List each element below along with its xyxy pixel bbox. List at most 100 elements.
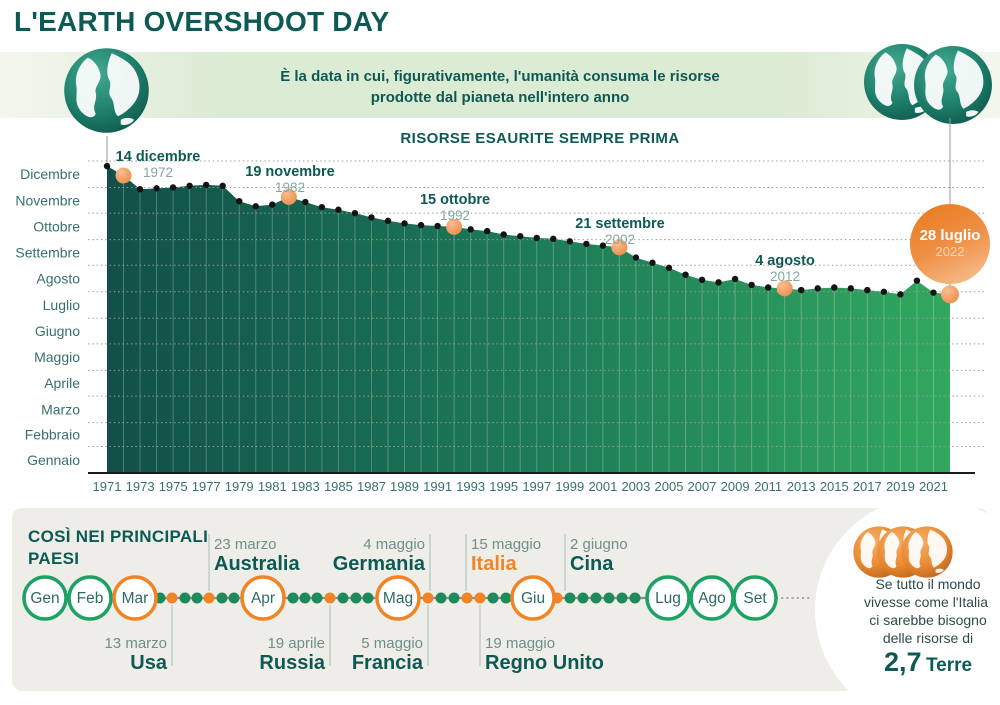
data-point-1997 xyxy=(533,234,540,242)
data-point-2000 xyxy=(583,240,590,248)
data-point-2014 xyxy=(814,285,821,292)
data-point-1976 xyxy=(186,182,193,189)
earths-needed-value: 2,7 Terre xyxy=(833,647,988,678)
data-point-2004 xyxy=(649,259,656,266)
data-point-1991 xyxy=(434,222,441,230)
data-point-1979 xyxy=(236,197,243,205)
year-label: 1979 xyxy=(225,479,254,494)
note-line-3: ci sarebbe bisogno xyxy=(869,612,987,628)
data-point-1971 xyxy=(103,162,111,170)
data-point-1996 xyxy=(517,233,524,240)
data-point-1973 xyxy=(136,186,144,193)
data-point-1988 xyxy=(384,217,392,225)
month-label: Giugno xyxy=(35,323,80,339)
milestone-year: 1982 xyxy=(275,180,305,195)
year-label: 2007 xyxy=(688,479,717,494)
data-point-1985 xyxy=(335,206,342,213)
intro-band xyxy=(0,52,1000,118)
milestone-point-1982 xyxy=(280,188,297,205)
data-point-2017 xyxy=(864,286,871,294)
data-point-2010 xyxy=(748,281,755,289)
year-label: 1989 xyxy=(390,479,419,494)
year-label: 2003 xyxy=(621,479,650,494)
intro-line-2: prodotte dal pianeta nell'intero anno xyxy=(370,89,630,106)
milestone-date: 21 settembre xyxy=(575,216,664,232)
milestone-point-2022 xyxy=(940,285,959,304)
data-point-1978 xyxy=(219,182,226,189)
data-point-1990 xyxy=(417,221,425,229)
year-label: 1987 xyxy=(357,479,386,494)
year-label: 1983 xyxy=(291,479,320,494)
data-point-2005 xyxy=(665,264,673,272)
note-line-1: Se tutto il mondo xyxy=(875,576,981,592)
area-series xyxy=(107,166,950,473)
data-point-1993 xyxy=(467,226,474,233)
data-point-1994 xyxy=(483,227,491,235)
countries-panel: Se tutto il mondo vivesse come l'Italia,… xyxy=(12,508,988,691)
data-point-1986 xyxy=(351,209,359,217)
data-point-1995 xyxy=(500,231,507,238)
year-label: 2021 xyxy=(919,479,948,494)
milestone-year: 1992 xyxy=(440,208,470,223)
data-point-2021 xyxy=(930,289,937,296)
month-label: Aprile xyxy=(44,375,80,391)
year-label: 1981 xyxy=(258,479,287,494)
data-point-2008 xyxy=(715,279,722,286)
note-line-2: vivesse come l'Italia, xyxy=(864,594,988,610)
italy-note-circle: Se tutto il mondo vivesse come l'Italia,… xyxy=(815,508,988,691)
milestone-date: 14 dicembre xyxy=(116,149,201,165)
milestone-bubble-2022: 28 luglio 2022 xyxy=(910,204,990,284)
month-label: Ottobre xyxy=(33,218,80,234)
chart-title: RISORSE ESAURITE SEMPRE PRIMA xyxy=(400,130,680,147)
italy-note-text: Se tutto il mondo vivesse come l'Italia,… xyxy=(833,575,988,647)
year-label: 1999 xyxy=(555,479,584,494)
x-axis-year-labels: 1971 1973 1975 1977 1979 1981 1983 1985 1987 1989… xyxy=(93,479,948,494)
earths-needed-number: 2,7 xyxy=(883,647,922,677)
note-line-4: delle risorse di xyxy=(882,630,974,646)
data-point-1998 xyxy=(550,235,557,242)
data-point-1980 xyxy=(252,203,259,210)
year-label: 1993 xyxy=(456,479,485,494)
month-label: Gennaio xyxy=(27,452,80,468)
data-point-2019 xyxy=(897,291,904,298)
milestone-point-1972 xyxy=(115,167,132,184)
milestone-date: 15 ottobre xyxy=(420,192,490,208)
month-label: Marzo xyxy=(41,401,80,417)
data-point-2001 xyxy=(599,242,607,249)
milestone-year: 2002 xyxy=(605,232,635,247)
data-point-2007 xyxy=(698,276,706,284)
data-point-2003 xyxy=(632,254,640,261)
milestone-point-2012 xyxy=(776,280,793,297)
year-label: 2005 xyxy=(655,479,684,494)
year-label: 2017 xyxy=(853,479,882,494)
data-point-1974 xyxy=(153,185,160,192)
orange-earth-globe-icon xyxy=(900,525,954,579)
data-point-1983 xyxy=(302,198,309,206)
earth-globe-icon xyxy=(912,44,994,126)
month-gridlines xyxy=(88,160,986,447)
year-label: 1991 xyxy=(423,479,452,494)
year-label: 1997 xyxy=(522,479,551,494)
month-label: Novembre xyxy=(15,192,80,208)
year-label: 2015 xyxy=(820,479,849,494)
data-point-2016 xyxy=(847,285,855,292)
globe-graphic xyxy=(914,46,992,124)
year-label: 2019 xyxy=(886,479,915,494)
data-point-1987 xyxy=(368,214,375,221)
data-point-2011 xyxy=(764,284,772,291)
earth-globe-icon xyxy=(62,46,151,135)
milestone-year: 1972 xyxy=(143,165,173,180)
data-point-2006 xyxy=(682,271,689,278)
data-point-2020 xyxy=(913,277,921,284)
year-label: 1977 xyxy=(192,479,221,494)
page-title: L'EARTH OVERSHOOT DAY xyxy=(14,6,390,37)
milestone-point-2002 xyxy=(611,239,628,256)
data-point-1989 xyxy=(401,220,408,227)
month-label: Luglio xyxy=(43,297,81,313)
milestone-year: 2012 xyxy=(770,269,800,284)
milestone-point-1992 xyxy=(446,218,463,235)
data-point-1981 xyxy=(269,201,276,208)
month-label: Agosto xyxy=(36,271,80,287)
